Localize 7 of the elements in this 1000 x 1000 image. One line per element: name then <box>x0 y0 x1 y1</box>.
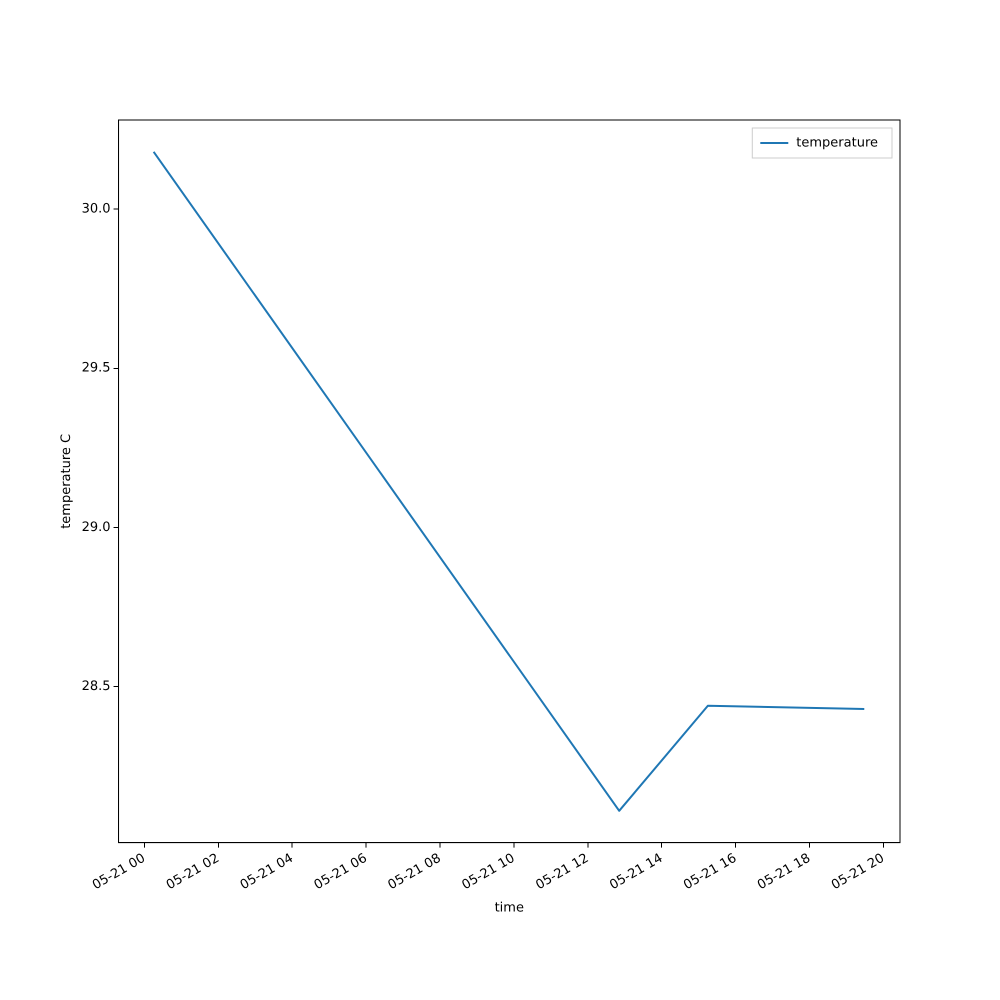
y-tick-label: 29.5 <box>82 360 111 376</box>
y-tick-label: 29.0 <box>82 520 111 535</box>
y-tick-label: 30.0 <box>82 202 111 217</box>
x-axis-title: time <box>494 900 524 916</box>
y-tick-label: 28.5 <box>82 679 111 694</box>
legend-label: temperature <box>796 135 878 150</box>
y-axis-title: temperature C <box>59 434 74 529</box>
